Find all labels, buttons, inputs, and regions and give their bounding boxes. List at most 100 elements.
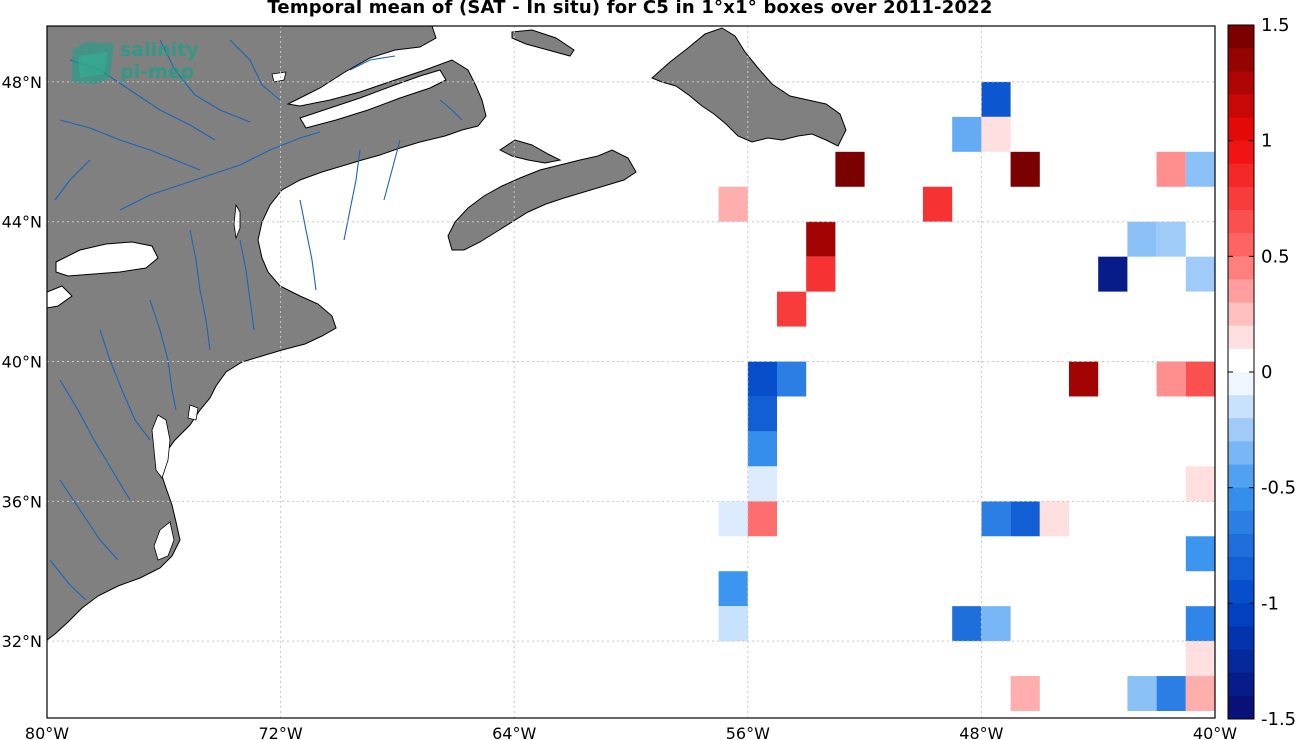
heatmap-cell-11 (1156, 221, 1186, 257)
heatmap-cell-19 (1156, 361, 1186, 397)
colorbar-swatch (1228, 626, 1254, 651)
heatmap-cell-35 (981, 606, 1011, 642)
rivers (49, 39, 463, 601)
colorbar-swatch (1228, 418, 1254, 442)
colorbar-swatch (1228, 163, 1254, 188)
y-tick-label: 32°N (2, 632, 42, 651)
heatmap-cell-39 (1127, 676, 1157, 712)
colorbar-tick-label: -1.5 (1261, 709, 1296, 730)
colorbar-tick-label: 1 (1261, 131, 1272, 152)
colorbar-swatch (1228, 557, 1254, 581)
colorbar-swatch (1228, 325, 1254, 350)
colorbar (1228, 25, 1254, 720)
y-tick-labels: 48°N 44°N 40°N 36°N 32°N (2, 73, 42, 651)
x-tick-labels: 80°W 72°W 64°W 56°W 48°W 40°W (25, 724, 1237, 740)
map-grid (47, 26, 1215, 718)
colorbar-tick-label: 0 (1261, 362, 1272, 383)
colorbar-swatch (1228, 649, 1254, 674)
heatmap-cell-23 (747, 431, 777, 467)
heatmap-cell-37 (1185, 641, 1215, 677)
colorbar-swatch (1228, 395, 1254, 419)
y-tick-label: 40°N (2, 353, 42, 372)
colorbar-swatch (1228, 25, 1254, 49)
colorbar-swatch (1228, 603, 1254, 627)
colorbar-tick-label: 1.5 (1261, 15, 1290, 36)
colorbar-swatch (1228, 464, 1254, 489)
colorbar-swatch (1228, 233, 1254, 257)
heatmap-cell-13 (1098, 256, 1128, 292)
x-tick-label: 64°W (492, 724, 536, 740)
lake-erie (47, 285, 73, 309)
heatmap-cell-1 (952, 116, 982, 152)
heatmap-cell-14 (1185, 256, 1215, 292)
heatmap-cell-31 (1185, 536, 1215, 572)
colorbar-swatch (1228, 510, 1254, 535)
x-tick-label: 56°W (726, 724, 770, 740)
lake-ontario (55, 241, 159, 277)
heatmap-cell-26 (718, 501, 748, 537)
heatmap-cell-8 (923, 186, 953, 222)
heatmap-cell-38 (1010, 676, 1040, 712)
x-tick-label: 40°W (1193, 724, 1237, 740)
colorbar-swatch (1228, 94, 1254, 119)
colorbar-swatch (1228, 302, 1254, 327)
chart-title: Temporal mean of (SAT - In situ) for C5 … (267, 0, 993, 18)
colorbar-swatch (1228, 186, 1254, 211)
salinity-pi-mep-logo: salinity pi-mep (72, 39, 199, 84)
colorbar-swatch (1228, 487, 1254, 512)
heatmap-cell-36 (1185, 606, 1215, 642)
colorbar-swatch (1228, 580, 1254, 604)
colorbar-swatch (1228, 533, 1254, 558)
logo-text-line2: pi-mep (120, 61, 194, 83)
y-tick-label: 36°N (2, 492, 42, 511)
colorbar-swatch (1228, 672, 1254, 697)
anticosti-land (511, 29, 575, 57)
heatmap-cell-17 (777, 361, 807, 397)
heatmap-cell-15 (777, 291, 807, 327)
heatmap-cell-30 (1039, 501, 1069, 537)
colorbar-swatch (1228, 71, 1254, 95)
heatmap-cell-2 (981, 116, 1011, 152)
colorbar-tick-labels: 1.5 1 0.5 0 -0.5 -1 -1.5 (1228, 15, 1296, 730)
x-tick-label: 72°W (259, 724, 303, 740)
north-america-land (47, 26, 487, 641)
colorbar-swatch (1228, 695, 1254, 720)
heatmap-cell-5 (1156, 151, 1186, 187)
heatmap-cell-24 (747, 466, 777, 502)
heatmap-cell-27 (747, 501, 777, 537)
heatmap-cell-34 (952, 606, 982, 642)
y-tick-label: 44°N (2, 213, 42, 232)
pei-land (499, 139, 562, 164)
colorbar-swatch (1228, 210, 1254, 234)
pamlico-sound (153, 521, 175, 561)
heatmap-cell-9 (806, 221, 836, 257)
heatmap-cells (718, 81, 1215, 712)
heatmap-cell-29 (1010, 501, 1040, 537)
heatmap-cell-40 (1156, 676, 1186, 712)
heatmap-cell-33 (718, 606, 748, 642)
colorbar-swatch (1228, 348, 1254, 373)
colorbar-tick-label: -1 (1261, 593, 1279, 614)
colorbar-swatch (1228, 117, 1254, 142)
heatmap-cell-22 (747, 396, 777, 432)
colorbar-swatch (1228, 372, 1254, 396)
heatmap-cell-0 (981, 81, 1011, 117)
y-tick-label: 48°N (2, 73, 42, 92)
newfoundland-land (651, 27, 847, 147)
heatmap-cell-25 (1185, 466, 1215, 502)
heatmap-cell-12 (806, 256, 836, 292)
colorbar-swatch (1228, 279, 1254, 304)
heatmap-cell-4 (1010, 151, 1040, 187)
heatmap-cell-6 (1185, 151, 1215, 187)
colorbar-swatch (1228, 48, 1254, 72)
chesapeake-bay (151, 414, 171, 479)
heatmap-cell-10 (1127, 221, 1157, 257)
heatmap-cell-16 (747, 361, 777, 397)
colorbar-swatch (1228, 441, 1254, 466)
heatmap-cell-32 (718, 571, 748, 607)
x-tick-label: 80°W (25, 724, 69, 740)
colorbar-swatch (1228, 256, 1254, 280)
x-tick-label: 48°W (959, 724, 1003, 740)
heatmap-cell-20 (1185, 361, 1215, 397)
